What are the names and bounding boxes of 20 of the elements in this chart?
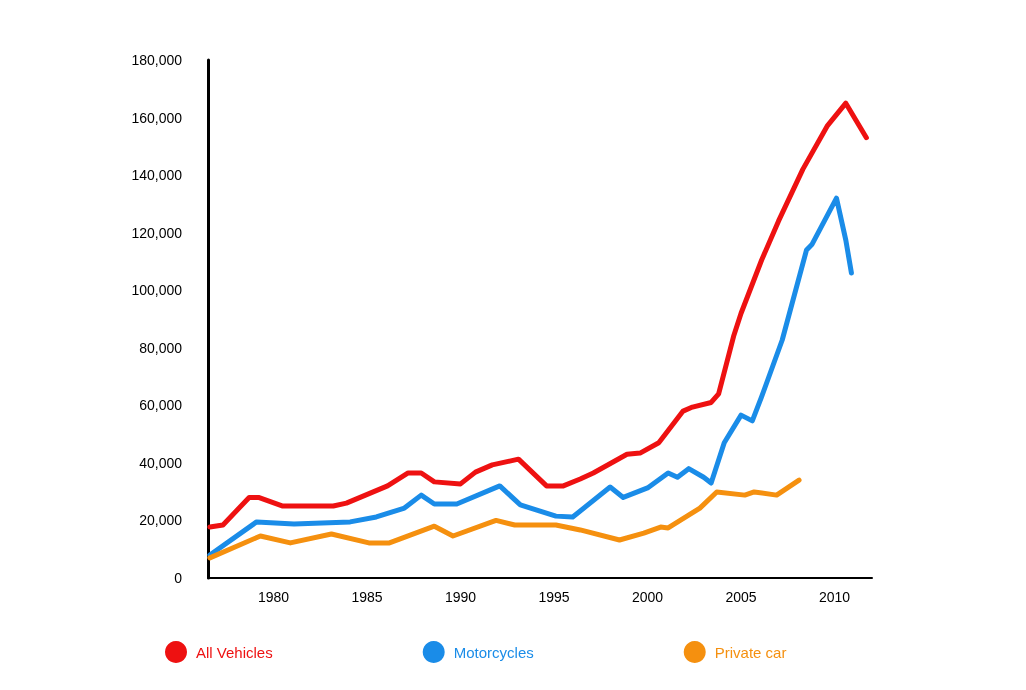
y-tick-label: 60,000 bbox=[139, 397, 183, 414]
y-tick-label: 40,000 bbox=[139, 454, 183, 471]
y-tick-label: 100,000 bbox=[131, 282, 183, 299]
y-tick-label: 120,000 bbox=[131, 224, 183, 241]
x-tick-label: 2010 bbox=[819, 589, 851, 605]
y-tick-label: 140,000 bbox=[131, 167, 183, 184]
y-tick-label: 80,000 bbox=[139, 339, 183, 356]
x-tick-label: 2005 bbox=[725, 589, 757, 605]
y-tick-label: 180,000 bbox=[131, 52, 183, 68]
legend-label: All Vehicles bbox=[196, 643, 273, 661]
x-tick-label: 1990 bbox=[444, 589, 477, 605]
y-tick-label: 160,000 bbox=[131, 109, 183, 126]
x-tick-label: 2000 bbox=[631, 589, 664, 605]
legend-label: Motorcycles bbox=[453, 643, 534, 661]
x-tick-label: 1985 bbox=[351, 589, 383, 605]
legend-label: Private car bbox=[714, 643, 787, 661]
y-tick-label: 0 bbox=[174, 570, 183, 586]
x-tick-label: 1995 bbox=[538, 589, 570, 605]
y-tick-label: 20,000 bbox=[139, 512, 183, 529]
x-tick-label: 1980 bbox=[257, 589, 290, 605]
